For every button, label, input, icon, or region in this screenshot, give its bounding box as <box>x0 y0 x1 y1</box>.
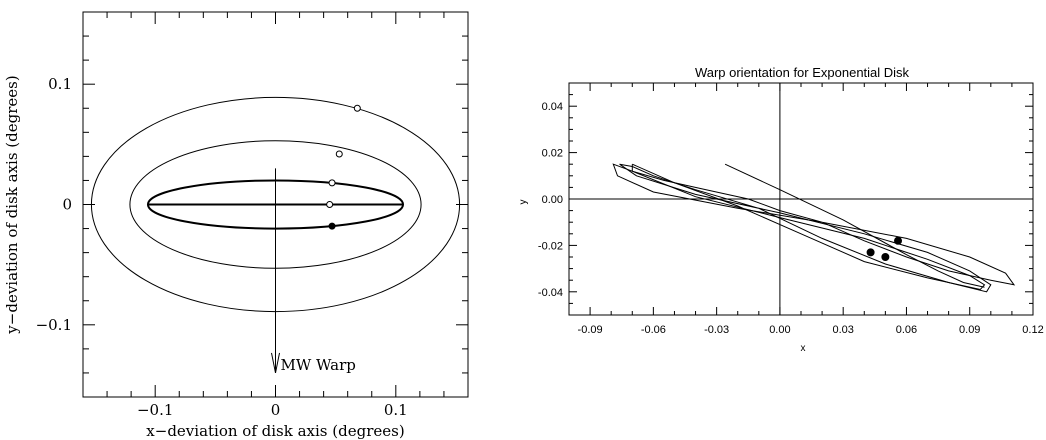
right-chart-title: Warp orientation for Exponential Disk <box>695 65 910 80</box>
warp-orientation-curve <box>724 163 985 288</box>
right-x-tick-label: 0.12 <box>1022 324 1043 336</box>
warp-orientation-curve <box>612 163 1016 286</box>
right-x-tick-label: -0.06 <box>641 324 666 336</box>
mw-warp-arrowhead <box>271 352 280 374</box>
left-ticks: −0.1 0 0.1 −0.1 0 0.1 <box>36 11 469 419</box>
right-y-tick-label: 0.02 <box>542 148 563 160</box>
left-y-tick-label: −0.1 <box>36 316 72 334</box>
mw-warp-label: MW Warp <box>281 356 356 374</box>
right-plot-data <box>569 83 1033 315</box>
right-y-axis-label: y <box>518 200 529 205</box>
right-ticks: -0.09 -0.06 -0.03 0.00 0.03 0.06 0.09 0.12 -0.04… <box>538 82 1044 336</box>
right-chart: Warp orientation for Exponential Disk -0… <box>518 65 1044 354</box>
right-x-tick-label: -0.09 <box>578 324 603 336</box>
warp-orientation-curve <box>631 163 986 291</box>
right-x-tick-label: 0.00 <box>769 324 790 336</box>
left-x-tick-label: −0.1 <box>137 401 173 419</box>
right-x-axis-label: x <box>801 343 806 354</box>
right-x-tick-label: 0.03 <box>832 324 853 336</box>
warp-orientation-curve <box>619 163 992 293</box>
left-y-axis-label: y−deviation of disk axis (degrees) <box>3 75 21 334</box>
left-y-tick-label: 0 <box>62 196 72 214</box>
open-marker <box>353 104 361 112</box>
left-chart: −0.1 0 0.1 −0.1 0 0.1 MW Warp x−deviation of … <box>3 11 469 440</box>
open-marker <box>326 201 334 208</box>
filled-marker <box>894 236 903 245</box>
left-x-tick-label: 0.1 <box>384 401 408 419</box>
left-x-tick-label: 0 <box>271 401 281 419</box>
filled-marker <box>881 253 890 261</box>
right-y-tick-label: -0.02 <box>538 240 563 252</box>
right-y-tick-label: 0.00 <box>542 194 563 206</box>
filled-marker <box>866 248 875 257</box>
open-marker <box>328 179 336 187</box>
right-y-tick-label: -0.04 <box>538 287 563 299</box>
right-y-tick-label: 0.04 <box>542 101 563 113</box>
left-x-axis-label: x−deviation of disk axis (degrees) <box>146 422 404 440</box>
right-x-tick-label: 0.09 <box>959 324 980 336</box>
right-x-tick-label: 0.06 <box>896 324 917 336</box>
left-y-tick-label: 0.1 <box>48 75 72 93</box>
filled-marker <box>328 222 336 230</box>
open-marker <box>335 150 343 158</box>
left-plot-data: MW Warp <box>90 96 461 374</box>
right-x-tick-label: -0.03 <box>704 324 729 336</box>
